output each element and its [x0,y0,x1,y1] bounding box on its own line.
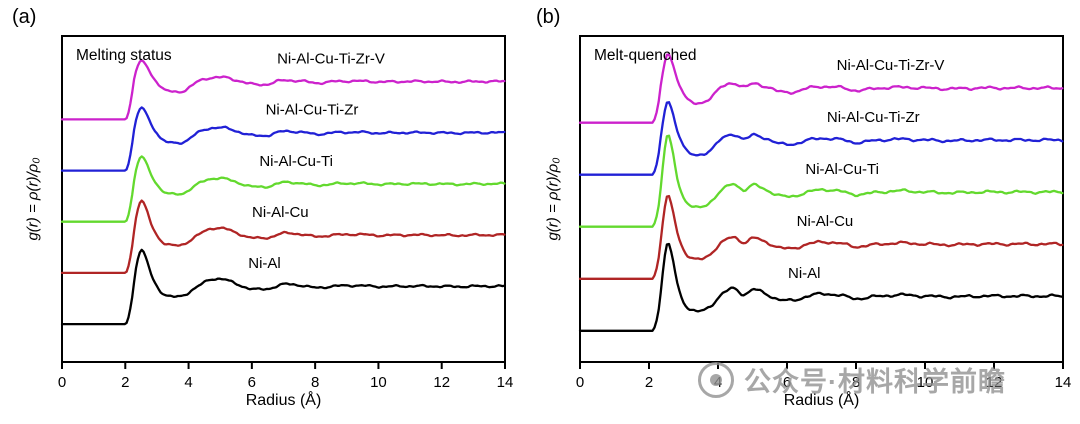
x-tick-label: 6 [783,374,791,391]
panel-a-x-axis-label: Radius (Å) [245,392,322,409]
series-label: Ni-Al-Cu-Ti [259,153,333,170]
x-tick-label: 0 [58,374,66,391]
series-label: Ni-Al-Cu-Ti-Zr [266,102,359,119]
x-tick-label: 4 [714,374,722,391]
panel-a-y-axis-label: g(r) = ρ(r)/ρ₀ [24,157,42,241]
rdf-curve [60,248,506,326]
x-tick-label: 2 [121,374,129,391]
series-label: Ni-Al [788,265,821,282]
series-label: Ni-Al-Cu-Ti-Zr-V [277,50,385,67]
panel-a-letter: (a) [12,6,37,28]
x-tick-label: 0 [576,374,584,391]
panel-b-plot-area: 0 2 4 6 8 10 12 14 Ni-Al Ni-Al-Cu Ni-Al-Cu-Ti Ni-Al… [576,35,1071,391]
series-label: Ni-Al-Cu-Ti-Zr-V [837,57,945,74]
rdf-curve [60,106,506,172]
x-tick-label: 8 [852,374,860,391]
panel-b-title: Melt-quenched [594,47,697,64]
series-label: Ni-Al-Cu [797,213,854,230]
panel-b-plot-canvas: 0 2 4 6 8 10 12 14 Ni-Al Ni-Al-Cu Ni-Al-Cu-Ti Ni-Al… [576,35,1071,391]
rdf-curve [578,134,1064,228]
panel-a-plot-area: 0 2 4 6 8 10 12 14 Ni-Al Ni-Al-Cu Ni-Al-Cu-Ti Ni-Al… [58,35,513,391]
series-label: Ni-Al-Cu-Ti [805,161,879,178]
rdf-curve [578,53,1064,124]
rdf-curve [578,242,1064,332]
axes-frame [61,35,506,363]
rdf-curve [60,59,506,121]
axes-frame [579,35,1064,363]
panel-a-plot-canvas: 0 2 4 6 8 10 12 14 Ni-Al Ni-Al-Cu Ni-Al-Cu-Ti Ni-Al… [58,35,513,391]
x-tick-label: 2 [645,374,653,391]
x-tick-label: 10 [370,374,387,391]
x-tick-label: 12 [986,374,1003,391]
x-tick-label: 8 [311,374,319,391]
x-tick-label: 12 [433,374,450,391]
panel-a-title: Melting status [76,47,172,64]
x-tick-label: 4 [184,374,192,391]
x-tick-label: 6 [248,374,256,391]
panel-b-y-axis-label: g(r) = ρ(r)/ρ₀ [544,157,562,241]
rdf-curve [578,101,1064,176]
rdf-curve [60,155,506,223]
series-label: Ni-Al [248,255,281,272]
x-tick-label: 14 [497,374,514,391]
x-tick-label: 10 [917,374,934,391]
rdf-curve [578,194,1064,280]
rdf-curve [60,199,506,275]
panel-b-x-axis-label: Radius (Å) [783,392,860,409]
panel-b-letter: (b) [536,6,561,28]
series-label: Ni-Al-Cu-Ti-Zr [827,109,920,126]
series-label: Ni-Al-Cu [252,204,309,221]
x-tick-label: 14 [1055,374,1072,391]
